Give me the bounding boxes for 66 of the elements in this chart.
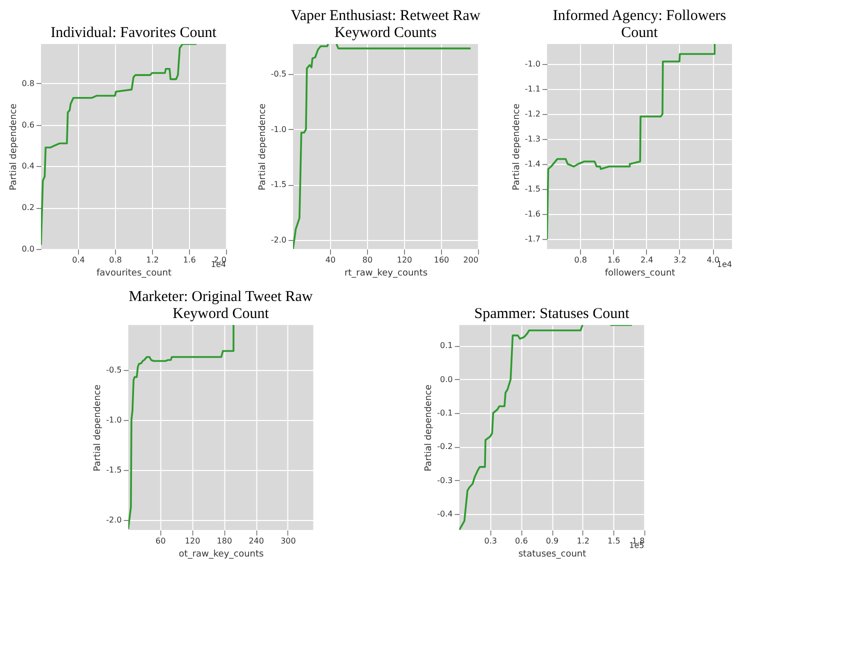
- x-tick-label: 240: [248, 536, 264, 546]
- chart-title: Informed Agency: Followers Count: [552, 8, 726, 41]
- chart-title: Individual: Favorites Count: [50, 25, 218, 41]
- x-tick-label: 4.0: [706, 256, 720, 264]
- y-tick-label: -1.0: [524, 60, 540, 68]
- x-axis-title: favourites_count: [96, 268, 172, 278]
- x-tick-label: 60: [156, 536, 166, 546]
- x-tick-label: 180: [216, 536, 232, 546]
- y-tick-label: -1.5: [106, 466, 122, 474]
- x-axis-title: followers_count: [604, 268, 676, 278]
- x-tick-label: 200: [463, 256, 478, 264]
- x-tick-label: 1.2: [146, 256, 159, 264]
- y-tick-label: -1.5: [270, 180, 286, 190]
- y-tick-label: -1.0: [106, 416, 122, 424]
- x-tick-label: 2.4: [640, 256, 654, 264]
- y-tick-label: -0.3: [437, 476, 453, 485]
- chart-title: Vaper Enthusiast: Retweet Raw Keyword Counts: [290, 8, 480, 41]
- y-tick-label: 0.6: [22, 120, 34, 130]
- x-tick-label: 0.3: [484, 536, 497, 546]
- y-tick-label: -1.6: [524, 210, 540, 218]
- y-tick-label: -2.0: [106, 516, 122, 524]
- chart-title: Spammer: Statuses Count: [474, 306, 630, 322]
- x-tick-label: 80: [362, 256, 373, 264]
- x-tick-label: 0.6: [515, 536, 528, 546]
- y-tick-label: -0.4: [437, 510, 453, 519]
- y-tick-label: 0.1: [440, 341, 453, 350]
- y-tick-label: -1.5: [524, 184, 540, 194]
- x-tick-label: 1.6: [183, 256, 196, 264]
- y-tick-label: 0.0: [22, 244, 34, 254]
- y-tick-label: -0.5: [106, 366, 122, 374]
- x-tick-label: 0.9: [546, 536, 559, 546]
- x-tick-label: 0.8: [574, 256, 587, 264]
- x-tick-label: 300: [280, 536, 296, 546]
- y-tick-label: 0.0: [440, 374, 453, 384]
- y-tick-label: 0.4: [22, 162, 34, 171]
- y-tick-label: -1.1: [524, 84, 540, 94]
- y-tick-label: -1.4: [524, 160, 540, 168]
- y-tick-label: -1.7: [524, 234, 540, 244]
- x-axis-title: ot_raw_key_counts: [178, 550, 264, 560]
- y-axis-title: Partial dependence: [424, 384, 434, 472]
- x-tick-label: 0.4: [72, 256, 85, 264]
- x-tick-label: 1.5: [608, 536, 620, 546]
- text: 1e4: [716, 260, 732, 269]
- y-axis-title: Partial dependence: [258, 103, 268, 190]
- y-tick-label: -1.2: [524, 110, 540, 118]
- y-tick-label: -0.1: [437, 408, 453, 418]
- y-tick-label: 0.2: [22, 203, 34, 212]
- x-tick-label: 120: [396, 256, 412, 264]
- x-tick-label: 40: [325, 256, 336, 264]
- y-axis-title: Partial dependence: [512, 103, 522, 190]
- y-tick-label: -2.0: [270, 236, 286, 245]
- x-tick-label: 120: [184, 536, 200, 546]
- y-tick-label: 0.8: [22, 78, 34, 88]
- y-tick-label: -1.3: [524, 134, 540, 144]
- x-axis-title: rt_raw_key_counts: [344, 268, 428, 278]
- y-tick-label: -1.0: [270, 124, 286, 134]
- chart-title: Marketer: Original Tweet Raw Keyword Count: [128, 289, 313, 322]
- y-axis-title: Partial dependence: [93, 384, 104, 472]
- x-tick-label: 1.6: [607, 256, 620, 264]
- y-tick-label: -0.5: [270, 69, 286, 78]
- y-tick-label: -0.2: [437, 442, 453, 452]
- x-tick-label: 1.2: [576, 536, 590, 546]
- x-axis-title: statuses_count: [518, 550, 587, 560]
- y-axis-title: Partial dependence: [8, 103, 19, 190]
- x-tick-label: 160: [434, 256, 450, 264]
- x-tick-label: 3.2: [674, 256, 686, 264]
